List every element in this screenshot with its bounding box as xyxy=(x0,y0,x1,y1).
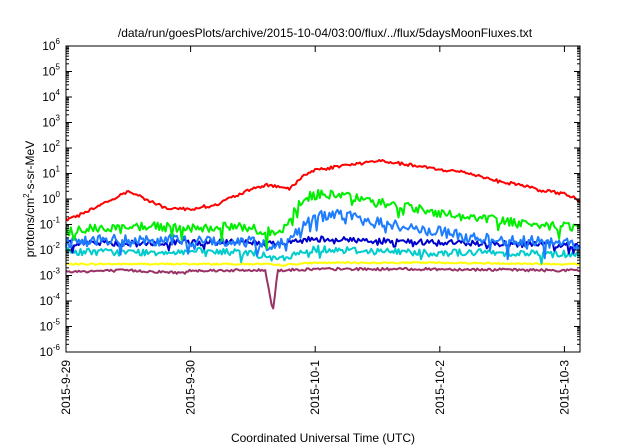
x-tick-label: 2015-9-29 xyxy=(59,360,73,415)
y-tick-label: 106 xyxy=(42,37,60,53)
series-layer xyxy=(65,159,581,310)
y-tick-label-exp: 3 xyxy=(56,114,61,123)
chart-title: /data/run/goesPlots/archive/2015-10-04/0… xyxy=(118,26,533,40)
y-tick-label-exp: 2 xyxy=(56,139,61,148)
y-axis-label: protons/cm2-s-sr-MeV xyxy=(22,141,37,257)
series-line-5 xyxy=(65,261,581,267)
y-tick-label-base: 10 xyxy=(42,90,56,104)
y-tick-label-base: 10 xyxy=(40,269,54,283)
y-tick-label-exp: 5 xyxy=(56,63,61,72)
x-tick-label: 2015-10-2 xyxy=(433,360,447,415)
series-line-6 xyxy=(65,266,581,310)
y-tick-label-base: 10 xyxy=(42,192,56,206)
x-axis: 2015-9-29 2015-9-30 2015-10-1 2015-10-2 2015… xyxy=(59,46,571,415)
y-tick-label: 10-4 xyxy=(40,292,61,308)
y-tick-label-exp: 4 xyxy=(56,88,61,97)
y-tick-label: 100 xyxy=(42,190,60,206)
y-tick-label-base: 10 xyxy=(40,345,54,359)
x-axis-label: Coordinated Universal Time (UTC) xyxy=(231,431,415,445)
y-tick-label-exp: -3 xyxy=(53,267,61,276)
y-tick-label: 103 xyxy=(42,114,60,130)
series-line-3 xyxy=(65,235,581,255)
y-tick-label: 10-5 xyxy=(40,318,61,334)
y-tick-label: 10-2 xyxy=(40,241,61,257)
x-tick-label: 2015-10-3 xyxy=(557,360,571,415)
series-line-0 xyxy=(65,159,581,222)
x-tick-label: 2015-9-30 xyxy=(184,360,198,415)
y-tick-label-base: 10 xyxy=(42,116,56,130)
y-tick-label: 10-1 xyxy=(40,216,61,232)
y-tick-label-base: 10 xyxy=(40,243,54,257)
series-line-2 xyxy=(65,208,581,261)
y-tick-label-exp: 6 xyxy=(56,37,61,46)
y-tick-label-base: 10 xyxy=(42,39,56,53)
y-tick-label-exp: -6 xyxy=(53,343,61,352)
y-tick-label-base: 10 xyxy=(42,65,56,79)
y-tick-label-base: 10 xyxy=(40,218,54,232)
y-tick-label-exp: -2 xyxy=(53,241,61,250)
y-tick-label-base: 10 xyxy=(40,294,54,308)
y-tick-label-base: 10 xyxy=(40,320,54,334)
y-axis: 10-610-510-410-310-210-11001011021031041… xyxy=(40,37,580,359)
y-tick-label-exp: 1 xyxy=(56,165,61,174)
y-axis-label-rest: -s-sr-MeV xyxy=(23,141,37,194)
y-tick-label-base: 10 xyxy=(42,167,56,181)
y-tick-label-base: 10 xyxy=(42,141,56,155)
y-axis-label-base: protons/cm xyxy=(23,198,37,257)
y-tick-label-exp: -1 xyxy=(53,216,61,225)
y-tick-label: 10-6 xyxy=(40,343,61,359)
y-tick-label: 101 xyxy=(42,165,60,181)
x-tick-label: 2015-10-1 xyxy=(308,360,322,415)
y-tick-label-exp: -4 xyxy=(53,292,61,301)
series-line-4 xyxy=(65,244,581,265)
y-tick-label: 10-3 xyxy=(40,267,61,283)
y-tick-label: 105 xyxy=(42,63,60,79)
y-tick-label: 104 xyxy=(42,88,60,104)
y-axis-label-sup: 2 xyxy=(22,193,31,198)
series-line-1 xyxy=(65,189,581,250)
y-tick-label-exp: -5 xyxy=(53,318,61,327)
y-tick-label: 102 xyxy=(42,139,60,155)
y-tick-label-exp: 0 xyxy=(56,190,61,199)
